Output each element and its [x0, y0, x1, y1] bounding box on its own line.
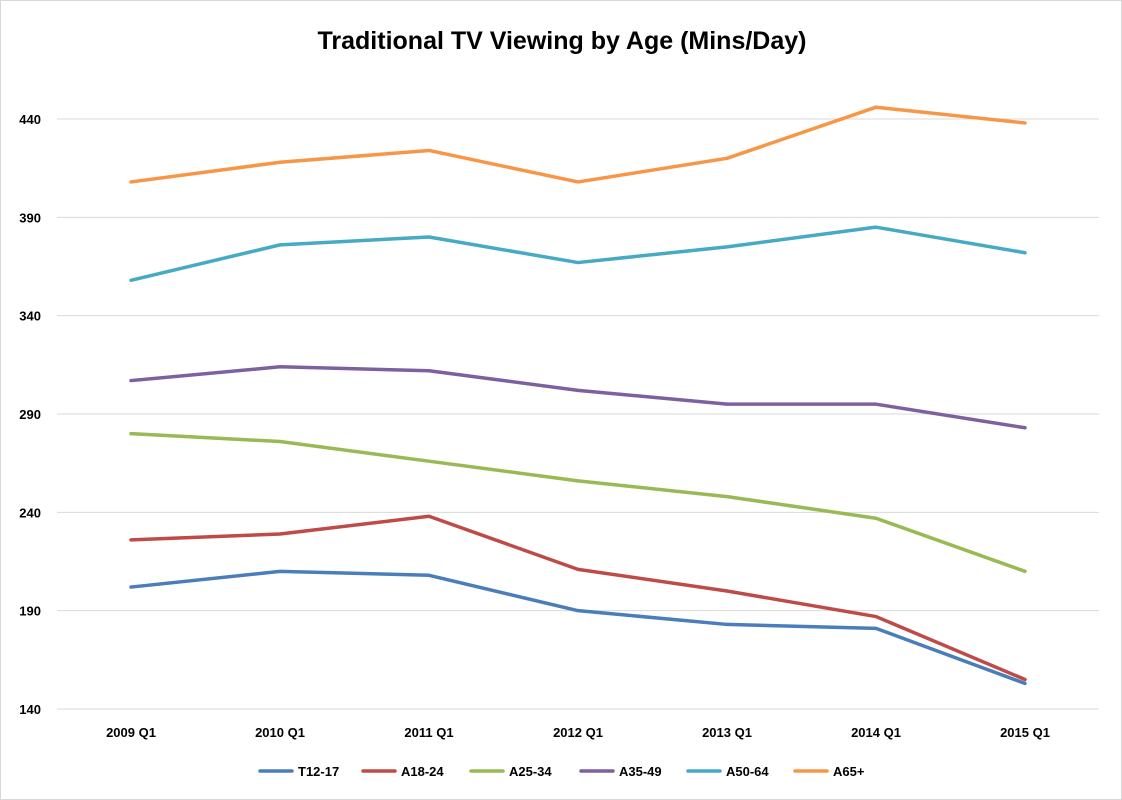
series-lines	[129, 105, 1027, 686]
series-line-a18-24	[129, 514, 1027, 682]
y-tick-label: 240	[19, 505, 41, 520]
legend-label: T12-17	[298, 764, 339, 779]
y-tick-label: 340	[19, 309, 41, 324]
y-axis-ticks: 140 190 240 290 340 390 440	[19, 112, 41, 717]
y-tick-label: 440	[19, 112, 41, 127]
y-tick-label: 140	[19, 702, 41, 717]
series-line-a65-	[129, 105, 1027, 184]
legend-label: A35-49	[619, 764, 662, 779]
x-tick-label: 2013 Q1	[702, 725, 752, 740]
x-tick-label: 2012 Q1	[553, 725, 603, 740]
gridlines	[57, 118, 1099, 710]
legend-label: A65+	[833, 764, 865, 779]
y-tick-label: 390	[19, 210, 41, 225]
legend-item: A65+	[793, 764, 865, 779]
legend-item: A50-64	[686, 764, 769, 779]
x-tick-label: 2009 Q1	[106, 725, 156, 740]
legend-item: A18-24	[361, 764, 444, 779]
x-tick-label: 2015 Q1	[1000, 725, 1050, 740]
x-tick-label: 2010 Q1	[255, 725, 305, 740]
x-tick-label: 2011 Q1	[404, 725, 453, 740]
x-axis-ticks: 2009 Q1 2010 Q1 2011 Q1 2012 Q1 2013 Q1 2014 …	[106, 725, 1050, 740]
legend-label: A18-24	[401, 764, 444, 779]
y-tick-label: 190	[19, 604, 41, 619]
legend: T12-17 A18-24 A25-34 A35-49 A50-64 A65+	[258, 764, 865, 779]
y-tick-label: 290	[19, 407, 41, 422]
legend-item: A25-34	[469, 764, 552, 779]
legend-label: A50-64	[726, 764, 769, 779]
legend-item: T12-17	[258, 764, 339, 779]
legend-label: A25-34	[509, 764, 552, 779]
x-tick-label: 2014 Q1	[851, 725, 901, 740]
series-line-a35-49	[129, 365, 1027, 430]
series-line-a50-64	[129, 225, 1027, 283]
chart-title: Traditional TV Viewing by Age (Mins/Day)	[318, 27, 807, 55]
series-line-t12-17	[129, 569, 1027, 686]
legend-item: A35-49	[579, 764, 662, 779]
series-line-a25-34	[129, 431, 1027, 574]
